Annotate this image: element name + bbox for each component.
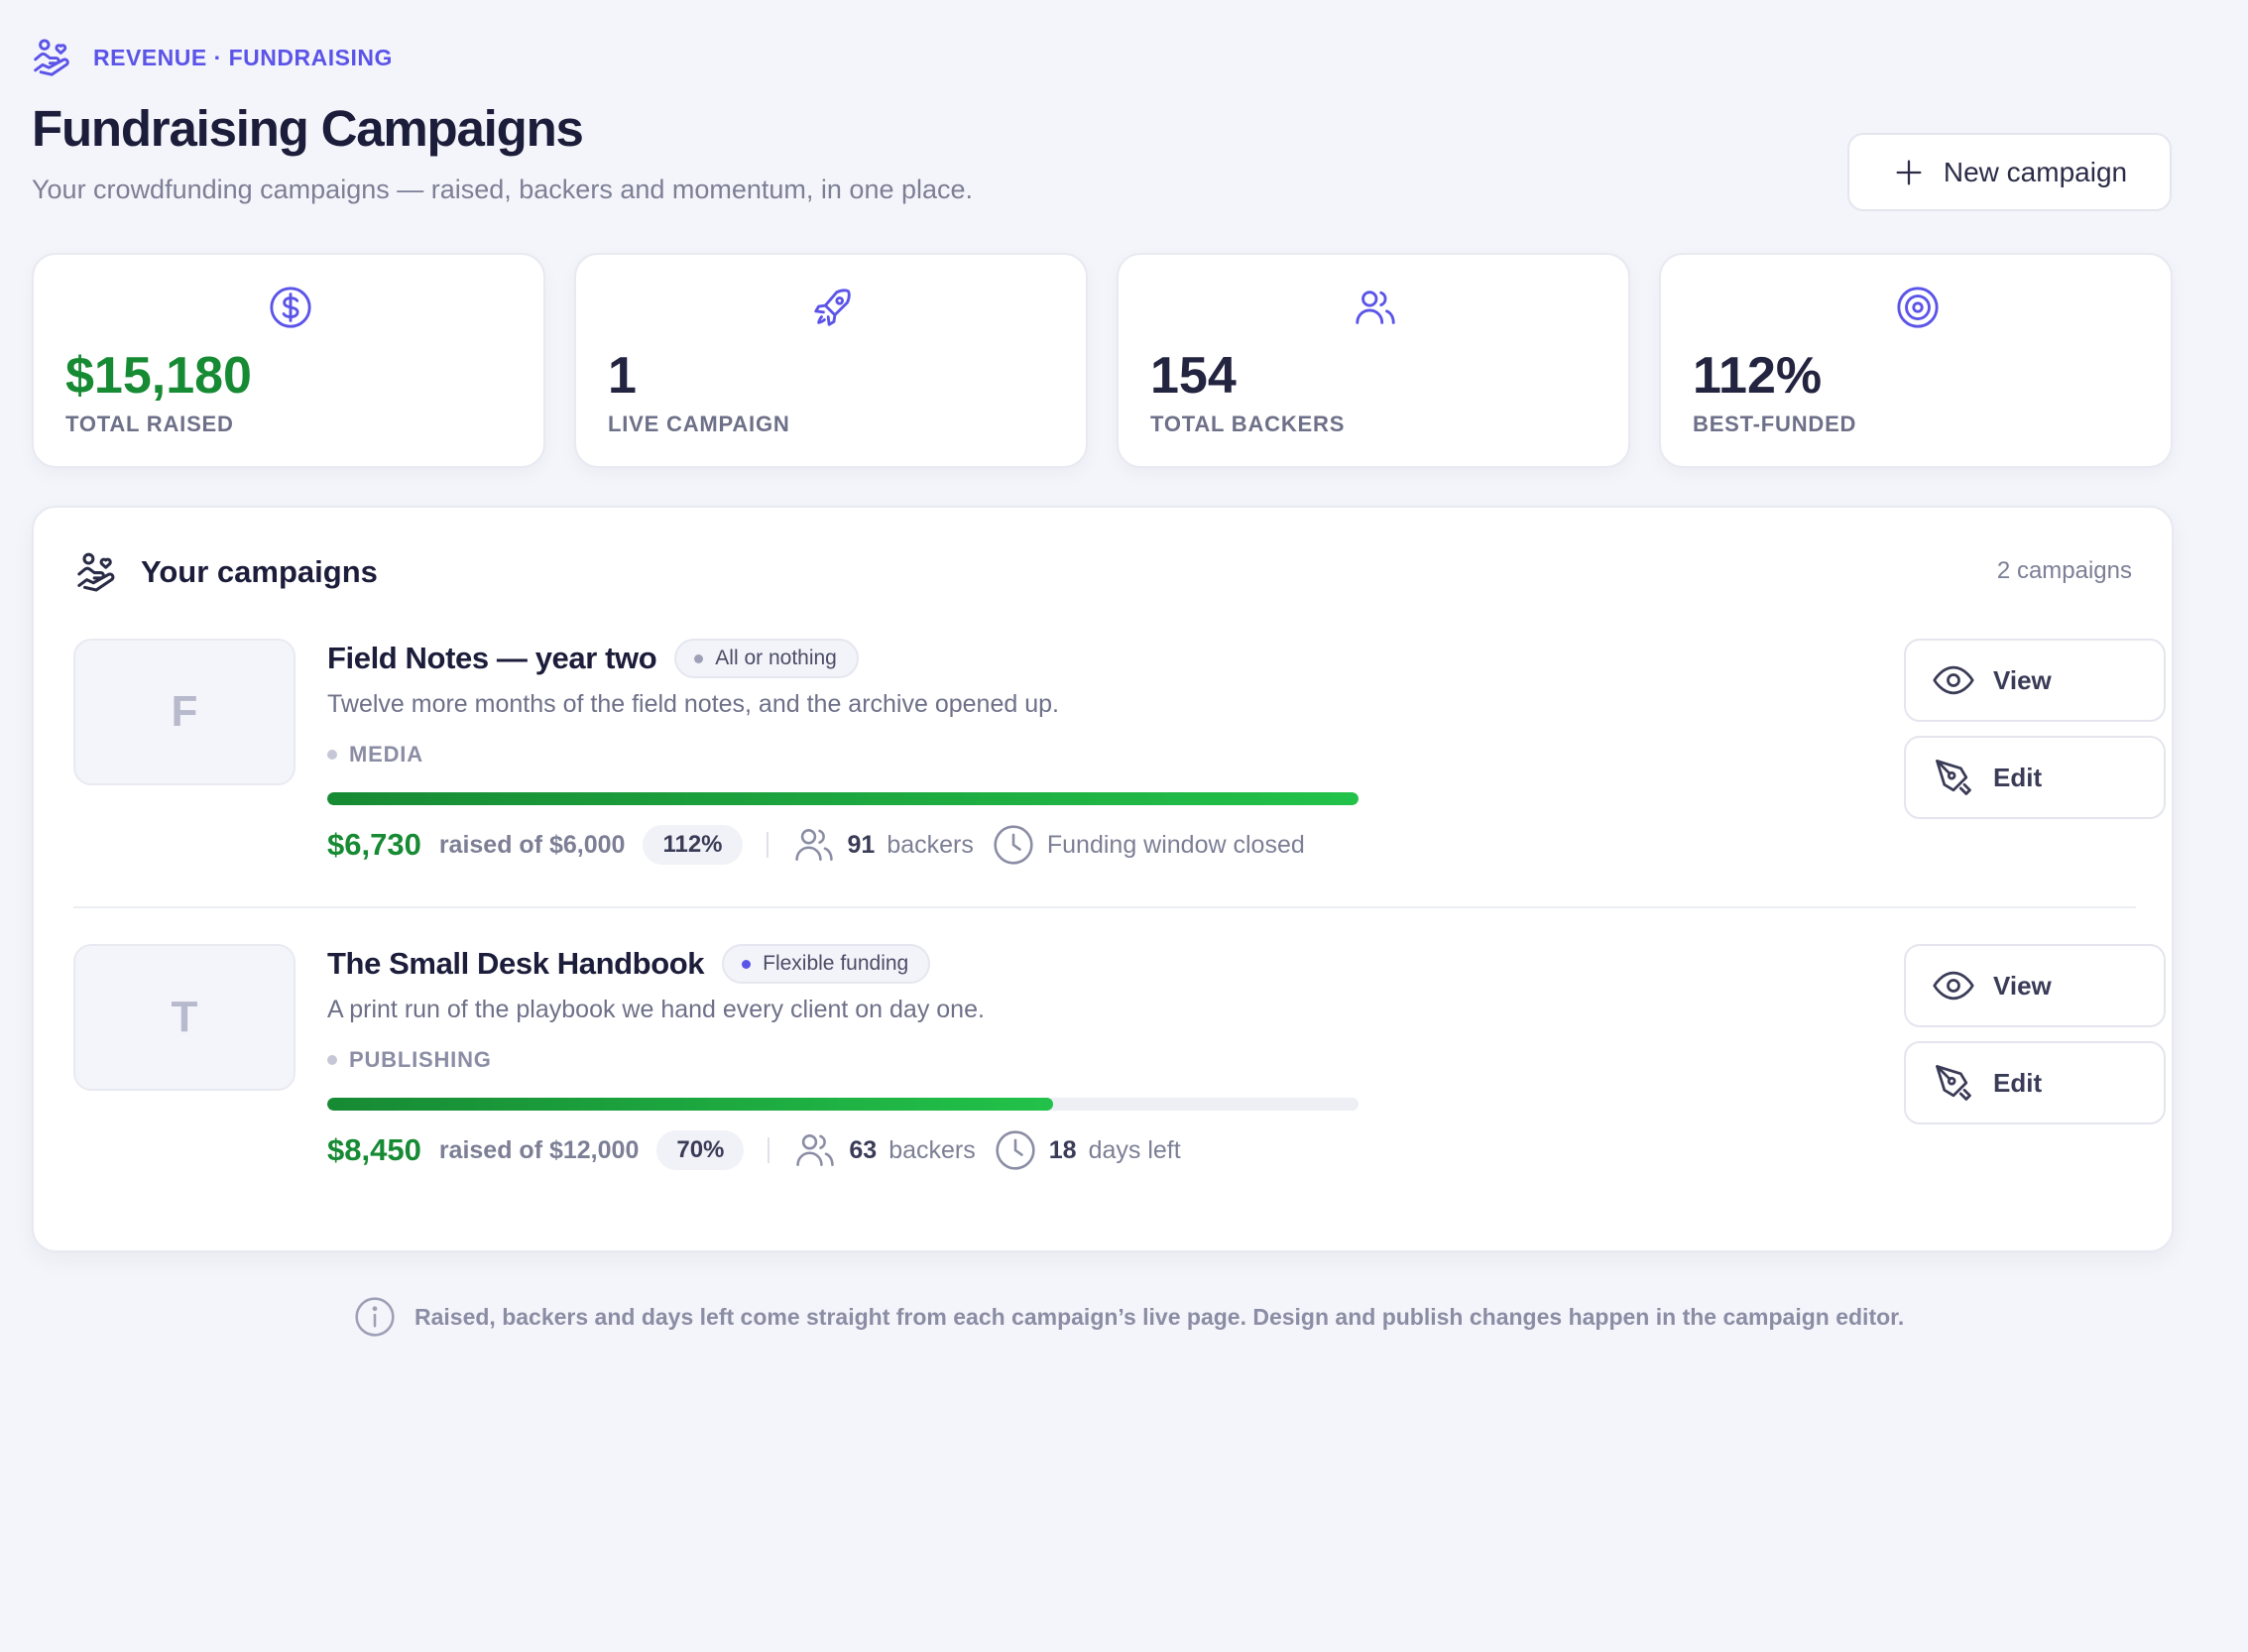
badge-dot — [694, 653, 704, 663]
category-label: PUBLISHING — [349, 1047, 492, 1072]
stat-value: 112% — [1693, 347, 1823, 405]
category-label: MEDIA — [349, 742, 423, 767]
goal-text: raised of $6,000 — [438, 830, 626, 859]
new-campaign-label: New campaign — [1943, 156, 2128, 187]
campaign-title-row: Field Notes — year two All or nothing — [327, 639, 859, 678]
time-text: days left — [1088, 1135, 1181, 1164]
rocket-icon — [814, 289, 851, 326]
time-text: Funding window closed — [1046, 830, 1305, 859]
goal-text: raised of $12,000 — [438, 1135, 640, 1164]
time-metric: 18 days left — [994, 1128, 1181, 1172]
row-divider — [73, 906, 2136, 908]
plus-icon — [1896, 160, 1922, 184]
metric-divider — [766, 832, 769, 858]
view-button[interactable]: View — [1904, 639, 2166, 722]
progress-fill — [327, 792, 1359, 805]
campaign-metrics: $8,450 raised of $12,000 70% 63 backers — [327, 1128, 1181, 1172]
campaign-description: Twelve more months of the field notes, a… — [327, 690, 1059, 718]
campaign-title-row: The Small Desk Handbook Flexible funding — [327, 944, 931, 984]
category-dot — [327, 750, 337, 760]
campaign-description: A print run of the playbook we hand ever… — [327, 996, 985, 1023]
footnote-text: Raised, backers and days left come strai… — [414, 1303, 1905, 1330]
breadcrumb-text: REVENUE · FUNDRAISING — [93, 44, 393, 70]
users-icon — [1356, 291, 1395, 324]
stat-label: TOTAL BACKERS — [1150, 412, 1346, 436]
stat-card-total-raised: $15,180 TOTAL RAISED — [32, 253, 545, 468]
badge-dot — [742, 959, 752, 969]
campaign-metrics: $6,730 raised of $6,000 112% 91 backers — [327, 823, 1305, 867]
percent-badge: 70% — [656, 1130, 745, 1170]
clock-icon — [994, 825, 1033, 865]
footnote: Raised, backers and days left come strai… — [353, 1295, 1904, 1339]
view-label: View — [1993, 970, 2052, 1001]
funding-progress-bar — [327, 792, 1359, 805]
time-metric: Funding window closed — [992, 823, 1305, 867]
pen-tool-icon — [1936, 1065, 1971, 1101]
raised-amount: $8,450 — [327, 1132, 421, 1167]
campaign-category: MEDIA — [327, 742, 423, 767]
stat-card-best-funded: 112% BEST-FUNDED — [1659, 253, 2173, 468]
backers-count: 91 — [847, 830, 876, 859]
eye-icon — [1933, 971, 1974, 1001]
backers-label: backers — [888, 1135, 976, 1164]
hand-heart-icon — [34, 39, 69, 76]
campaign-title[interactable]: The Small Desk Handbook — [327, 946, 705, 981]
hand-heart-icon — [77, 552, 115, 592]
panel-header: Your campaigns — [75, 549, 378, 595]
stat-card-total-backers: 154 TOTAL BACKERS — [1117, 253, 1630, 468]
campaigns-panel: Your campaigns 2 campaigns F Field Notes… — [32, 506, 2174, 1252]
edit-label: Edit — [1993, 762, 2043, 792]
edit-label: Edit — [1993, 1067, 2043, 1098]
stat-value: 1 — [608, 347, 637, 405]
stat-value: $15,180 — [65, 347, 252, 405]
dollar-circle-icon — [270, 287, 311, 328]
users-icon — [794, 829, 833, 861]
page-subtitle: Your crowdfunding campaigns — raised, ba… — [32, 175, 974, 204]
backers-metric: 63 backers — [793, 1128, 976, 1172]
backers-count: 63 — [849, 1135, 878, 1164]
page-title: Fundraising Campaigns — [32, 100, 584, 157]
funding-type-badge: Flexible funding — [722, 944, 931, 984]
breadcrumb: REVENUE · FUNDRAISING — [32, 36, 393, 79]
backers-metric: 91 backers — [792, 823, 974, 867]
pen-tool-icon — [1936, 760, 1971, 795]
users-icon — [796, 1134, 835, 1166]
progress-fill — [327, 1098, 1054, 1111]
view-button[interactable]: View — [1904, 944, 2166, 1027]
panel-title: Your campaigns — [141, 554, 378, 589]
stat-value: 154 — [1150, 347, 1237, 405]
campaign-thumbnail[interactable]: T — [73, 944, 296, 1091]
category-dot — [327, 1055, 337, 1065]
edit-button[interactable]: Edit — [1904, 1041, 2166, 1124]
new-campaign-button[interactable]: New campaign — [1847, 133, 2172, 211]
percent-badge: 112% — [643, 825, 743, 865]
stat-label: TOTAL RAISED — [65, 412, 234, 436]
metric-divider — [768, 1137, 770, 1163]
edit-button[interactable]: Edit — [1904, 736, 2166, 819]
raised-amount: $6,730 — [327, 827, 421, 862]
clock-icon — [996, 1130, 1035, 1170]
badge-label: Flexible funding — [763, 952, 909, 975]
info-icon — [355, 1297, 395, 1337]
funding-progress-bar — [327, 1098, 1359, 1111]
stat-label: BEST-FUNDED — [1693, 412, 1857, 436]
target-icon — [1897, 287, 1939, 328]
campaign-count: 2 campaigns — [1996, 557, 2132, 584]
backers-label: backers — [887, 830, 974, 859]
campaign-title[interactable]: Field Notes — year two — [327, 641, 657, 675]
badge-label: All or nothing — [715, 647, 837, 669]
stat-label: LIVE CAMPAIGN — [608, 412, 790, 436]
eye-icon — [1933, 665, 1974, 695]
view-label: View — [1993, 664, 2052, 695]
campaign-thumbnail[interactable]: F — [73, 639, 296, 785]
stat-card-live-campaign: 1 LIVE CAMPAIGN — [574, 253, 1088, 468]
campaign-category: PUBLISHING — [327, 1047, 492, 1073]
days-left-count: 18 — [1048, 1135, 1077, 1164]
funding-type-badge: All or nothing — [674, 639, 859, 678]
